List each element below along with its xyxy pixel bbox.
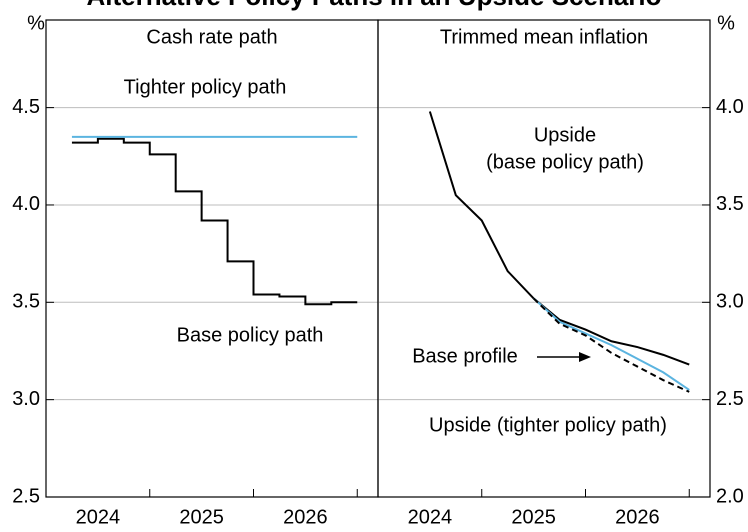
x-tick-label: 2024 bbox=[408, 506, 453, 528]
panel-title: Trimmed mean inflation bbox=[440, 26, 648, 48]
series-line bbox=[71, 137, 358, 306]
x-tick-label: 2024 bbox=[76, 506, 121, 528]
series-label: Base policy path bbox=[177, 324, 324, 346]
y-tick-label: 2.5 bbox=[716, 388, 744, 410]
x-tick-label: 2026 bbox=[283, 506, 328, 528]
y-tick-label: 2.0 bbox=[716, 485, 744, 507]
y-tick-label: 3.0 bbox=[12, 388, 40, 410]
y-tick-label: 4.0 bbox=[12, 193, 40, 215]
x-tick-label: 2025 bbox=[511, 506, 556, 528]
annotation: (base policy path) bbox=[486, 151, 644, 173]
panel-title: Cash rate path bbox=[146, 26, 277, 48]
panel-frame bbox=[377, 19, 711, 498]
y-tick-label: 3.5 bbox=[716, 193, 744, 215]
series-label: Upside (tighter policy path) bbox=[429, 414, 667, 436]
y-axis-unit: % bbox=[717, 12, 735, 34]
y-tick-label: 2.5 bbox=[12, 485, 40, 507]
annotation: Upside bbox=[534, 124, 596, 146]
chart-title: Alternative Policy Paths in an Upside Sc… bbox=[86, 0, 661, 11]
y-axis-unit: % bbox=[27, 12, 45, 34]
series-label: Tighter policy path bbox=[124, 76, 287, 98]
series-line bbox=[532, 297, 690, 391]
series-line bbox=[532, 297, 690, 393]
series-line bbox=[428, 111, 690, 366]
y-tick-label: 4.0 bbox=[716, 96, 744, 118]
y-tick-label: 3.0 bbox=[716, 291, 744, 313]
x-tick-label: 2026 bbox=[615, 506, 660, 528]
y-tick-label: 4.5 bbox=[12, 96, 40, 118]
series-label: Base profile bbox=[412, 345, 518, 367]
y-tick-label: 3.5 bbox=[12, 291, 40, 313]
x-tick-label: 2025 bbox=[179, 506, 224, 528]
arrow-head bbox=[579, 352, 591, 362]
